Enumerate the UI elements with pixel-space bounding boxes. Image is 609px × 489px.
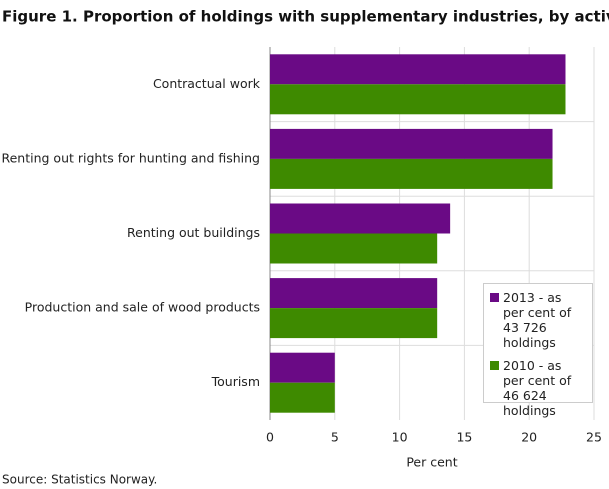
bar: [270, 54, 566, 85]
x-axis-label: Per cent: [406, 455, 457, 470]
y-tick-label: Production and sale of wood products: [25, 300, 260, 315]
bar: [270, 128, 553, 159]
x-tick-label: 0: [266, 430, 274, 445]
legend-item: 2013 - as per cent of 43 726 holdings: [490, 290, 586, 350]
bar: [270, 352, 335, 383]
bar: [270, 382, 335, 413]
legend-item: 2010 - as per cent of 46 624 holdings: [490, 358, 586, 418]
bar: [270, 233, 438, 264]
legend: 2013 - as per cent of 43 726 holdings 201…: [483, 283, 593, 418]
legend-label: 2010 - as per cent of 46 624 holdings: [503, 358, 572, 418]
y-tick-label: Renting out rights for hunting and fishi…: [1, 150, 260, 165]
y-tick-label: Tourism: [211, 374, 260, 389]
y-tick-label: Contractual work: [153, 76, 261, 91]
chart-title: Figure 1. Proportion of holdings with su…: [2, 8, 609, 26]
bar: [270, 84, 566, 115]
legend-swatch: [490, 361, 499, 370]
x-tick-label: 15: [456, 430, 472, 445]
legend-swatch: [490, 293, 499, 302]
bar: [270, 308, 438, 339]
bar: [270, 203, 451, 234]
x-tick-label: 25: [586, 430, 602, 445]
x-tick-label: 20: [521, 430, 537, 445]
source: Source: Statistics Norway.: [2, 473, 157, 487]
x-tick-label: 5: [331, 430, 339, 445]
x-tick-label: 10: [392, 430, 408, 445]
bar: [270, 278, 438, 309]
y-tick-label: Renting out buildings: [127, 225, 260, 240]
bar: [270, 158, 553, 189]
legend-label: 2013 - as per cent of 43 726 holdings: [503, 290, 572, 350]
